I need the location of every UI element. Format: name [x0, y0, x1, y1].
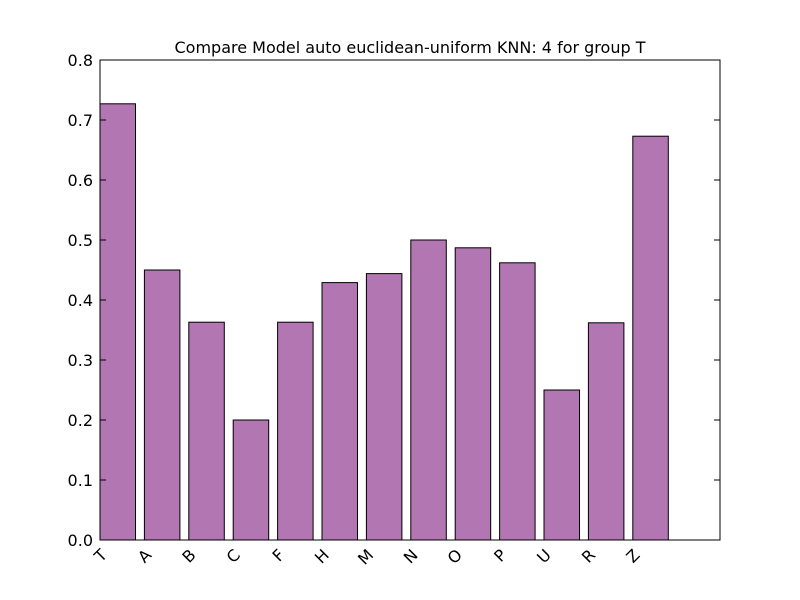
bar-F: [277, 321, 314, 541]
bar-T: [99, 103, 136, 541]
x-tick-label: M: [354, 545, 377, 568]
x-tick-label: R: [578, 545, 599, 566]
y-tick-label: 0.1: [68, 471, 93, 490]
x-tick-label: Z: [622, 545, 643, 566]
y-tick-label: 0.0: [68, 531, 93, 550]
y-tick-label: 0.6: [68, 171, 93, 190]
chart-title: Compare Model auto euclidean-uniform KNN…: [175, 38, 646, 57]
x-tick-label: C: [223, 545, 244, 566]
x-tick-label: P: [490, 545, 511, 566]
y-tick-label: 0.2: [68, 411, 93, 430]
bar-M: [365, 273, 403, 541]
bar-N: [410, 239, 447, 541]
y-tick-label: 0.3: [68, 351, 93, 370]
y-tick-label: 0.4: [68, 291, 93, 310]
bar-A: [143, 269, 181, 541]
x-tick-label: H: [311, 545, 333, 567]
y-tick-label: 0.8: [68, 51, 93, 70]
bar-C: [232, 419, 270, 541]
y-axis: 0.0 0.1 0.2 0.3 0.4 0.5 0.6 0.7 0.8: [68, 51, 720, 550]
bar-B: [188, 321, 225, 541]
x-tick-label: N: [400, 545, 422, 567]
bar-P: [499, 262, 536, 541]
bar-R: [587, 322, 625, 541]
x-tick-label: O: [444, 545, 466, 567]
bar-H: [321, 282, 358, 541]
bar-O: [454, 247, 492, 541]
x-tick-label: B: [178, 545, 199, 566]
bars-group: [99, 103, 669, 541]
y-tick-label: 0.7: [68, 111, 93, 130]
bar-U: [543, 389, 580, 541]
x-tick-label: A: [134, 545, 155, 566]
y-tick-label: 0.5: [68, 231, 93, 250]
plot-frame: [99, 59, 721, 541]
bar-Z: [632, 135, 669, 541]
x-tick-label: F: [268, 545, 288, 565]
x-tick-label: U: [533, 545, 555, 567]
